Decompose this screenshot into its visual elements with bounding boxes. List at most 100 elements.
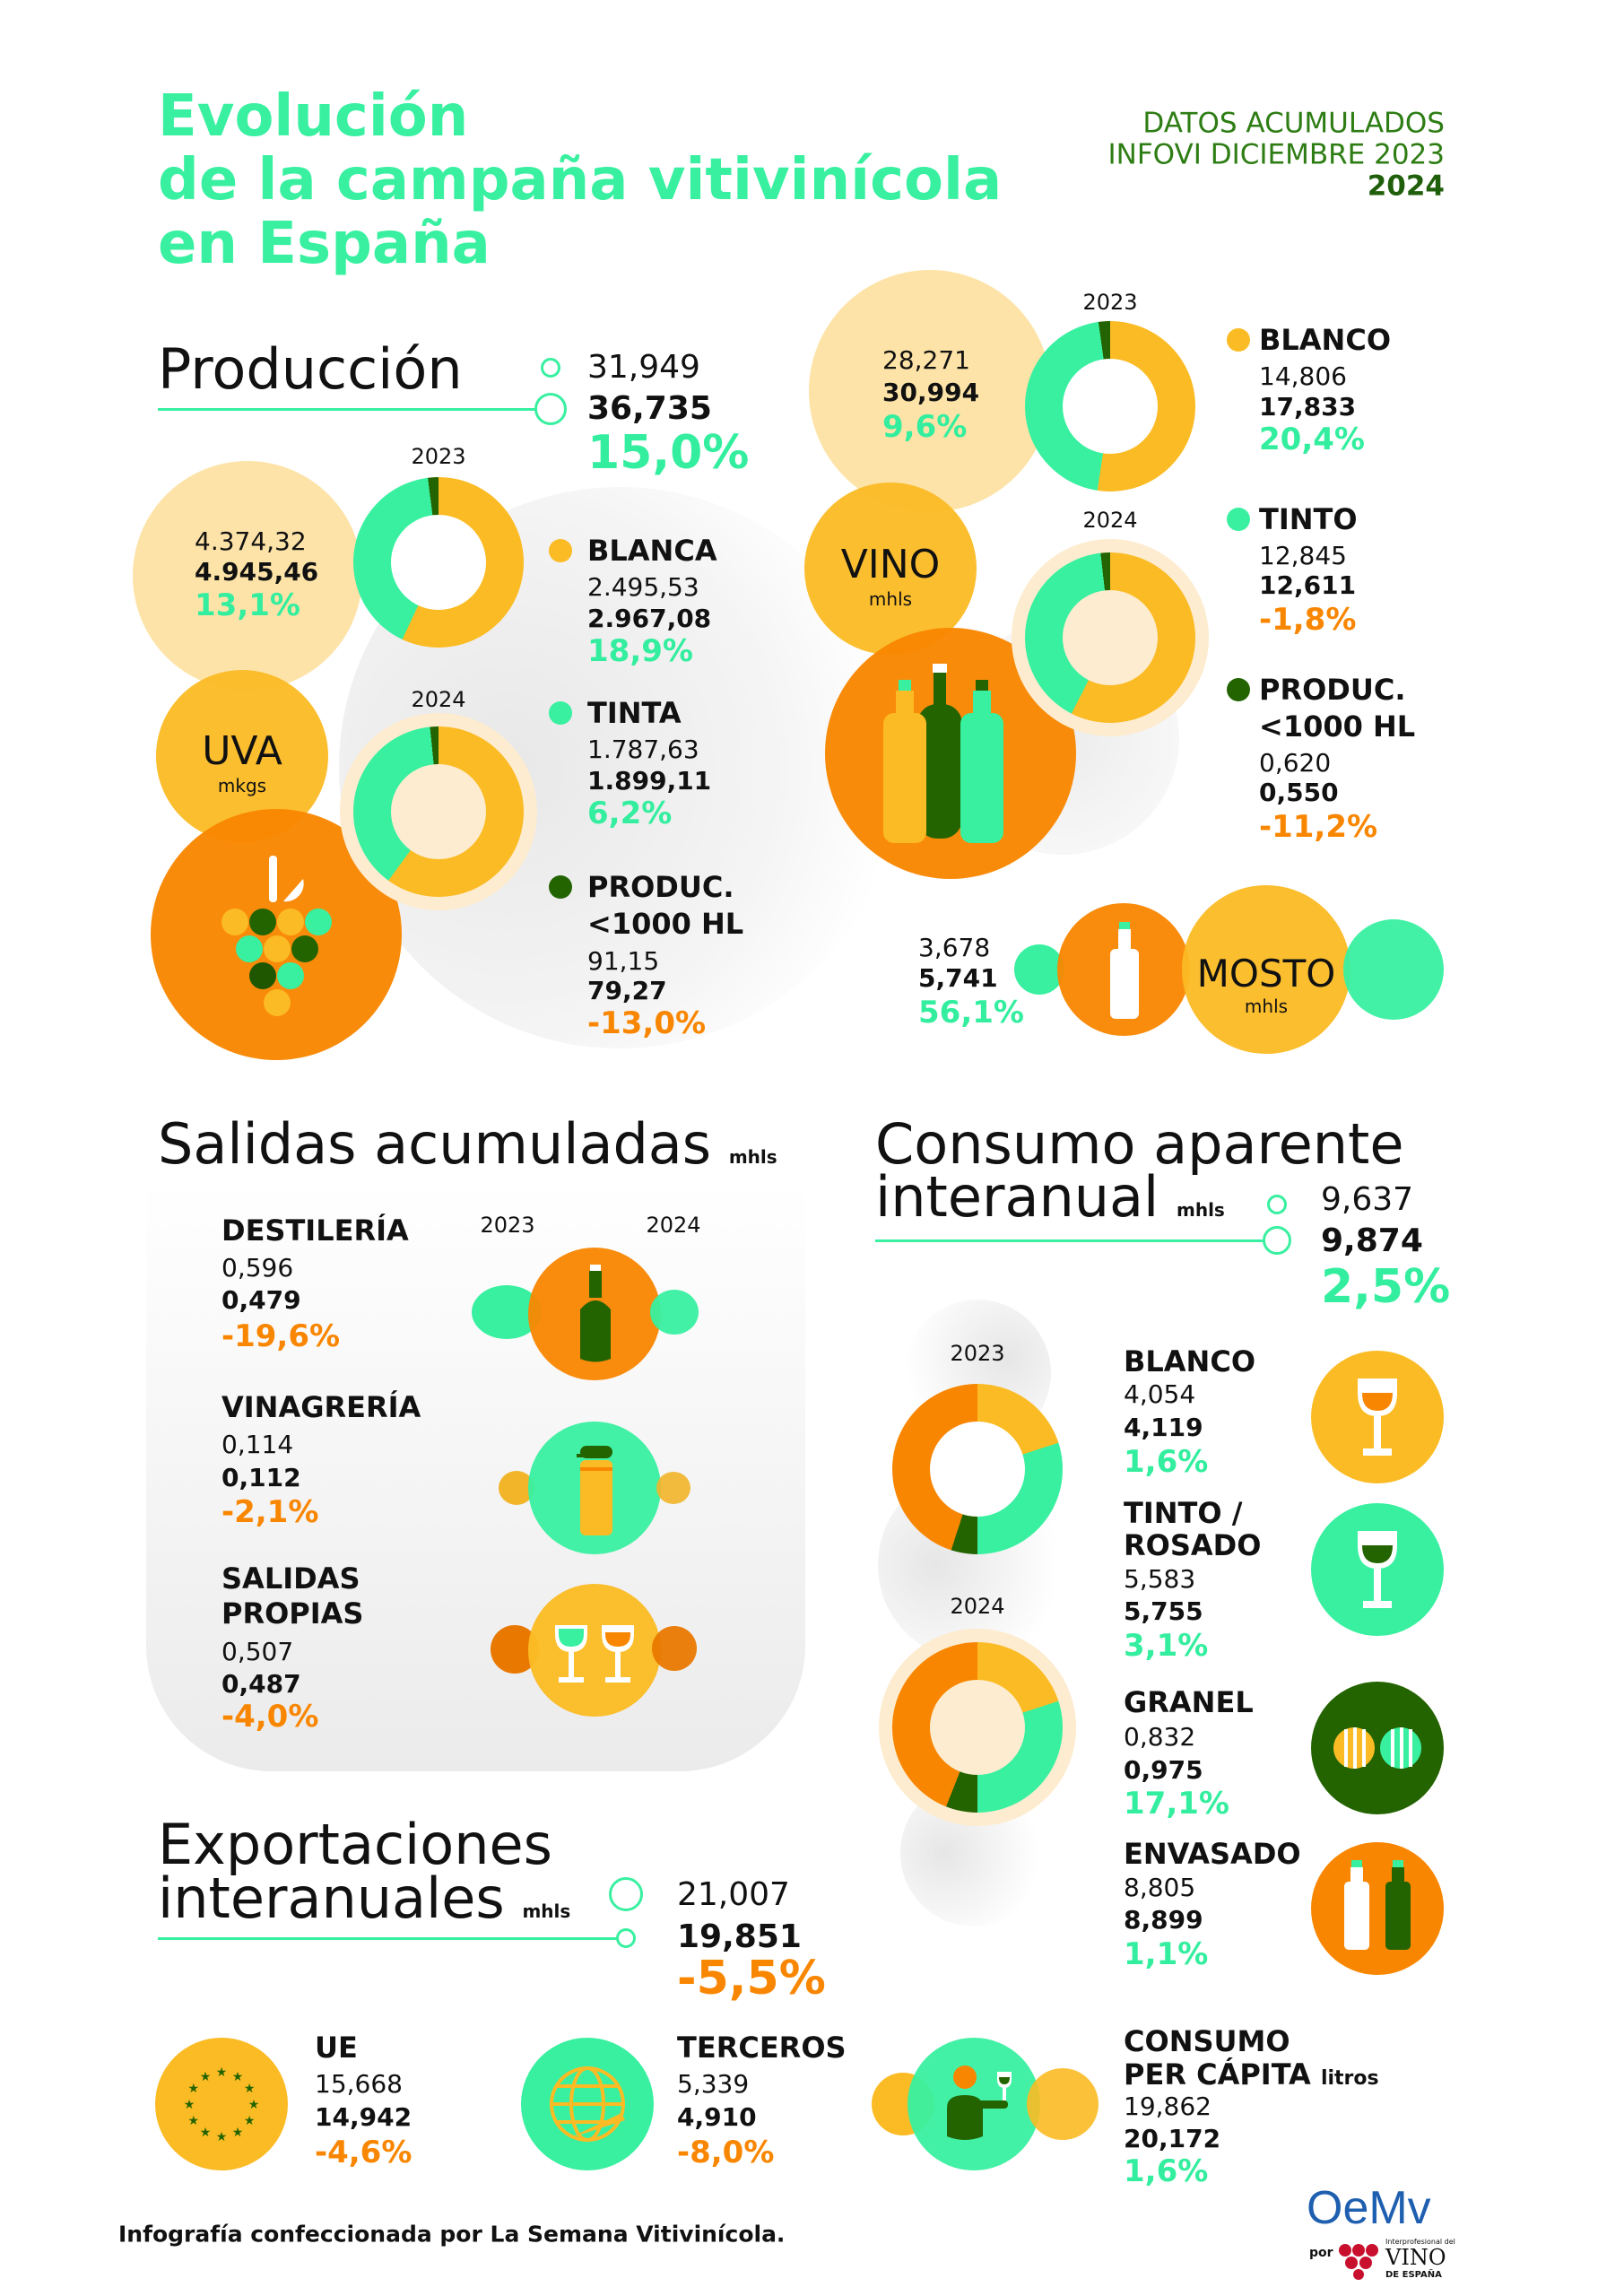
year-label: 2023 — [411, 444, 466, 469]
title-line: en España — [158, 211, 491, 277]
salidas-panel — [146, 1181, 805, 1771]
vino-label: VINO — [840, 542, 941, 587]
header-line1: DATOS ACUMULADOS — [1142, 107, 1445, 140]
header-year-prev: 2023 — [1374, 138, 1445, 171]
year-label: 2023 — [950, 1341, 1005, 1366]
produc-curr: 79,27 — [587, 976, 667, 1005]
consumo-heading2: interanual mhls — [875, 1170, 1225, 1225]
consumo-blanco-prev: 4,054 — [1124, 1379, 1196, 1409]
mosto-label-circle — [1182, 885, 1350, 1054]
curr-circle — [650, 1290, 699, 1335]
consumo-tinto-prev: 5,583 — [1124, 1564, 1196, 1594]
mosto-change: 56,1% — [918, 995, 1024, 1031]
ue-curr: 14,942 — [315, 2102, 413, 2132]
eu-star-icon: ★ — [200, 2070, 212, 2084]
mosto-unit: mhls — [1244, 996, 1289, 1017]
vinagreria-label: VINAGRERÍA — [221, 1390, 421, 1424]
envasado-change: 1,1% — [1124, 1936, 1209, 1972]
year-label: 2023 — [1082, 290, 1138, 315]
destileria-label: DESTILERÍA — [221, 1213, 409, 1248]
uva-change: 13,1% — [195, 587, 300, 623]
vino-label-circle — [804, 483, 977, 655]
legend-dot-produc — [1227, 678, 1250, 701]
blanco-prev: 14,806 — [1259, 361, 1347, 391]
envasado-label: ENVASADO — [1124, 1837, 1301, 1871]
produccion-prev: 31,949 — [587, 349, 700, 386]
title-line: de la campaña vitivinícola — [158, 147, 1003, 213]
envasado-circle — [1311, 1842, 1444, 1975]
wine-glasses-icon — [555, 1625, 634, 1683]
granel-curr: 0,975 — [1124, 1755, 1203, 1785]
vino-donut-2023 — [1025, 321, 1195, 491]
granel-circle — [1311, 1682, 1444, 1814]
salidas-propias-prev: 0,507 — [221, 1637, 294, 1666]
prev-year-marker — [609, 1877, 643, 1911]
vino-donut-2024 — [1025, 552, 1195, 723]
destileria-change: -19,6% — [221, 1318, 341, 1354]
eu-star-icon: ★ — [232, 2126, 244, 2140]
vino-curr: 30,994 — [882, 378, 980, 407]
per-capita-prev: 19,862 — [1124, 2092, 1211, 2121]
logo-espana: DE ESPAÑA — [1385, 2270, 1442, 2280]
blanca-prev: 2.495,53 — [587, 572, 699, 602]
uva-unit: mkgs — [217, 775, 267, 796]
curr-year-marker — [534, 393, 567, 425]
consumo-blanco-label: BLANCO — [1124, 1344, 1256, 1378]
year-label: 2024 — [950, 1594, 1005, 1619]
salidas-propias-label2: PROPIAS — [221, 1596, 364, 1631]
tinta-prev: 1.787,63 — [587, 735, 699, 764]
wine-glass-icon — [1358, 1378, 1397, 1456]
tinto-label: TINTO — [1259, 502, 1358, 536]
blanco-change: 20,4% — [1259, 422, 1365, 457]
ue-change: -4,6% — [315, 2135, 413, 2170]
blanca-label: BLANCA — [587, 534, 717, 568]
year-label: 2023 — [480, 1213, 535, 1238]
salidas-heading: Salidas acumuladas mhls — [158, 1117, 777, 1172]
consumo-blanco-curr: 4,119 — [1124, 1413, 1203, 1442]
eu-star-icon: ★ — [244, 2114, 256, 2128]
produc-change: -11,2% — [1259, 809, 1378, 845]
uva-curr: 4.945,46 — [195, 557, 319, 587]
terceros-change: -8,0% — [677, 2135, 775, 2170]
grape-icon — [221, 856, 332, 1016]
consumo-blanco-change: 1,6% — [1124, 1444, 1209, 1480]
bottles-icon — [1344, 1860, 1411, 1950]
salidas-propias-circle — [528, 1584, 661, 1717]
exportaciones-heading2-text: interanuales — [158, 1866, 505, 1931]
terceros-curr: 4,910 — [677, 2102, 757, 2132]
consumo-tinto-label: TINTO / — [1124, 1496, 1243, 1530]
salidas-propias-curr: 0,487 — [221, 1669, 301, 1699]
exportaciones-heading2: interanuales mhls — [158, 1871, 570, 1926]
blanca-curr: 2.967,08 — [587, 604, 712, 633]
vino-total-circle — [809, 270, 1051, 512]
per-capita-label2: PER CÁPITA litros — [1124, 2060, 1379, 2089]
year-label: 2024 — [646, 1213, 701, 1238]
consumo-donut-2024 — [892, 1642, 1063, 1813]
eu-circle — [155, 2038, 288, 2170]
vino-prev: 28,271 — [882, 345, 970, 375]
eu-star-icon: ★ — [184, 2098, 195, 2112]
exportaciones-curr: 19,851 — [677, 1918, 802, 1955]
legend-dot-blanca — [549, 539, 572, 562]
per-capita-curr: 20,172 — [1124, 2124, 1221, 2153]
ue-prev: 15,668 — [315, 2069, 403, 2099]
eu-star-icon: ★ — [216, 2130, 228, 2144]
legend-dot-produc — [549, 875, 572, 899]
consumo-heading2-text: interanual — [875, 1164, 1159, 1230]
uva-label: UVA — [202, 728, 282, 774]
prev-year-marker — [541, 358, 560, 378]
per-capita-unit: litros — [1320, 2067, 1379, 2090]
vinagreria-curr: 0,112 — [221, 1463, 301, 1492]
vino-unit: mhls — [868, 588, 913, 610]
divider — [158, 408, 543, 411]
consumo-donut-2023 — [892, 1384, 1063, 1554]
exportaciones-heading: Exportaciones — [158, 1812, 552, 1877]
produccion-heading: Producción — [158, 336, 463, 402]
exportaciones-prev: 21,007 — [677, 1876, 790, 1913]
page-title: Evolución de la campaña vitivinícola en … — [158, 85, 1002, 276]
consumo-tinto-curr: 5,755 — [1124, 1596, 1203, 1626]
uva-donut-2024 — [353, 726, 524, 897]
tinta-change: 6,2% — [587, 796, 673, 831]
mosto-prev-circle — [1014, 944, 1064, 995]
uva-total-circle — [133, 461, 362, 691]
